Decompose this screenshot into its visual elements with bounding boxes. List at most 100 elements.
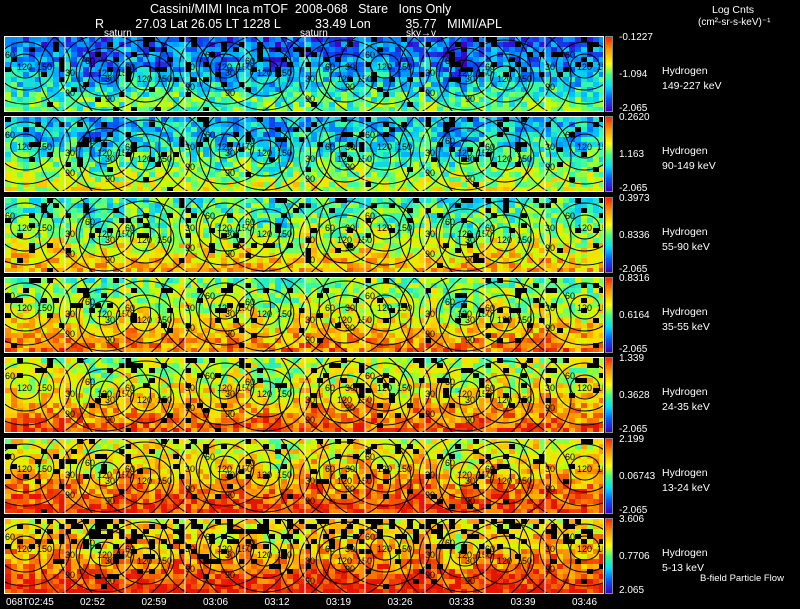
contour-line bbox=[438, 519, 572, 593]
contour-line bbox=[538, 358, 603, 426]
contour-line bbox=[198, 358, 332, 432]
contour-line bbox=[458, 200, 552, 272]
contour-label: 90 bbox=[465, 496, 475, 506]
contour-label: 30 bbox=[545, 544, 555, 554]
contour-line bbox=[538, 37, 603, 105]
contour-label: 120 bbox=[497, 476, 512, 486]
contour-line bbox=[438, 439, 572, 513]
contour-line bbox=[398, 37, 532, 111]
contour-line bbox=[490, 306, 520, 332]
contour-label: 150 bbox=[277, 68, 292, 78]
contour-line bbox=[458, 280, 552, 352]
contour-line bbox=[475, 374, 535, 424]
contour-label: 120 bbox=[577, 464, 592, 474]
colorbar bbox=[605, 36, 613, 112]
contour-label: 150 bbox=[277, 550, 292, 560]
contour-line bbox=[58, 198, 152, 272]
contour-line bbox=[61, 117, 92, 191]
contour-line bbox=[38, 358, 172, 432]
contour-line bbox=[38, 117, 172, 191]
contour-line bbox=[475, 214, 535, 264]
contour-line bbox=[318, 358, 452, 432]
contour-line bbox=[5, 37, 72, 105]
contour-line bbox=[98, 441, 192, 513]
contour-label: 120 bbox=[377, 544, 392, 554]
contour-line bbox=[5, 278, 72, 346]
contour-label: 150 bbox=[597, 544, 604, 554]
contour-line bbox=[235, 288, 295, 338]
contour-label: 60 bbox=[365, 532, 375, 542]
contour-line bbox=[538, 117, 603, 185]
contour-label: 60 bbox=[565, 130, 575, 140]
contour-label: 30 bbox=[225, 470, 235, 480]
contour-line bbox=[218, 198, 312, 272]
contour-label: 60 bbox=[85, 297, 95, 307]
contour-label: 60 bbox=[245, 136, 255, 146]
x-tick-label: 03:06 bbox=[203, 597, 229, 608]
contour-label: 120 bbox=[257, 148, 272, 158]
contour-label: 120 bbox=[97, 389, 112, 399]
contour-line bbox=[38, 519, 172, 593]
contour-label: 120 bbox=[17, 383, 32, 393]
contour-label: 90 bbox=[105, 576, 115, 586]
contour-line bbox=[355, 41, 415, 91]
contour-line bbox=[538, 519, 603, 587]
contour-label: 150 bbox=[37, 303, 52, 313]
contour-line bbox=[235, 529, 295, 579]
contour-label: 60 bbox=[325, 464, 335, 474]
spectrogram-panel: 3060901201503060901201503060901201503060… bbox=[4, 277, 604, 353]
contour-line bbox=[218, 117, 312, 191]
contour-line bbox=[315, 455, 375, 505]
contour-line bbox=[38, 198, 172, 272]
contour-label: 30 bbox=[65, 309, 75, 319]
contour-label: 90 bbox=[465, 335, 475, 345]
contour-label: 60 bbox=[445, 136, 455, 146]
contour-label: 30 bbox=[105, 476, 115, 486]
contour-line bbox=[458, 521, 552, 593]
contour-label: 90 bbox=[425, 570, 435, 580]
heatmap-cells bbox=[5, 198, 603, 272]
colorbar-max-label: 0.8316 bbox=[619, 273, 650, 284]
contour-label: 120 bbox=[337, 556, 352, 566]
contour-label: 120 bbox=[457, 550, 472, 560]
contour-line bbox=[555, 523, 603, 573]
contour-label: 150 bbox=[517, 74, 532, 84]
heatmap-svg: 3060901201503060901201503060901201503060… bbox=[5, 439, 604, 513]
contour-label: 30 bbox=[105, 235, 115, 245]
contour-label: 30 bbox=[105, 556, 115, 566]
contour-label: 150 bbox=[597, 464, 604, 474]
contour-label: 60 bbox=[85, 136, 95, 146]
contour-label: 60 bbox=[445, 538, 455, 548]
contour-line bbox=[398, 117, 532, 191]
contour-label: 30 bbox=[425, 148, 435, 158]
contour-label: 90 bbox=[545, 323, 555, 333]
contour-line bbox=[198, 519, 332, 593]
contour-label: 150 bbox=[397, 223, 412, 233]
contour-line bbox=[61, 519, 92, 593]
contour-line bbox=[5, 117, 72, 185]
contour-label: 150 bbox=[277, 229, 292, 239]
contour-label: 120 bbox=[217, 464, 232, 474]
contour-label: 120 bbox=[497, 74, 512, 84]
contour-label: 90 bbox=[425, 409, 435, 419]
contour-label: 90 bbox=[465, 255, 475, 265]
contour-label: 30 bbox=[545, 142, 555, 152]
contour-label: 150 bbox=[157, 74, 172, 84]
contour-label: 30 bbox=[65, 470, 75, 480]
colorbar bbox=[605, 277, 613, 353]
contour-label: 60 bbox=[325, 303, 335, 313]
contour-line bbox=[5, 202, 55, 252]
contour-label: 60 bbox=[565, 50, 575, 60]
contour-line bbox=[78, 439, 212, 513]
contour-line bbox=[318, 278, 452, 352]
contour-line bbox=[458, 360, 552, 432]
contour-label: 150 bbox=[517, 556, 532, 566]
contour-label: 150 bbox=[597, 223, 604, 233]
contour-label: 120 bbox=[217, 383, 232, 393]
contour-label: 120 bbox=[457, 309, 472, 319]
colorbar-mid-label: 0.7706 bbox=[619, 551, 650, 562]
contour-line bbox=[198, 198, 332, 272]
contour-line bbox=[5, 121, 55, 171]
contour-line bbox=[438, 358, 572, 432]
contour-line bbox=[298, 119, 392, 191]
